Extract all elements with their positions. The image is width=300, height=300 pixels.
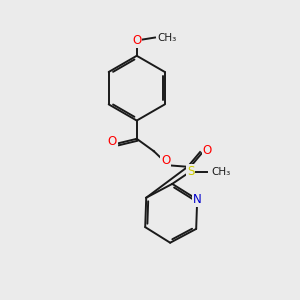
Text: O: O	[107, 135, 117, 148]
Text: S: S	[187, 165, 194, 178]
Text: O: O	[132, 34, 141, 47]
Text: CH₃: CH₃	[158, 32, 177, 43]
Text: O: O	[161, 154, 170, 166]
Text: O: O	[203, 144, 212, 157]
Text: CH₃: CH₃	[212, 167, 231, 176]
Text: N: N	[193, 193, 202, 206]
